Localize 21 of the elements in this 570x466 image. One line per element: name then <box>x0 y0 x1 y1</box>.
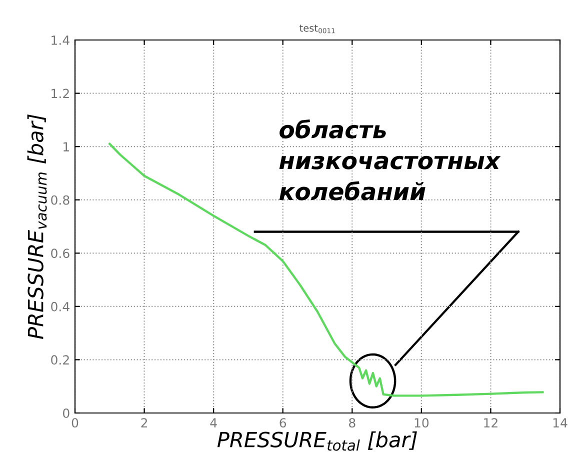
x-tick-label: 12 <box>484 418 498 428</box>
y-tick-label: 0.2 <box>51 355 69 365</box>
y-tick-label: 1.4 <box>52 36 70 45</box>
y-axis-title: PRESSURE$_{vacuum}$ [bar] <box>27 114 47 339</box>
y-tick-label: 0.4 <box>51 302 70 312</box>
x-axis-title: PRESSURE$_{total}$ [bar] <box>217 431 417 451</box>
x-tick-label: 0 <box>72 418 78 428</box>
y-tick-label: 1 <box>64 142 69 152</box>
y-tick-label: 0.8 <box>51 195 70 205</box>
x-tick-label: 14 <box>553 418 568 428</box>
chart-title: test$_{0011}$ <box>300 24 335 34</box>
y-tick-label: 1.2 <box>52 88 69 98</box>
y-tick-label: 0.6 <box>51 248 70 258</box>
x-tick-label: 8 <box>349 418 356 428</box>
x-tick-label: 4 <box>210 418 217 428</box>
x-tick-label: 10 <box>414 418 429 428</box>
line-series <box>108 142 544 397</box>
y-tick-label: 0 <box>63 408 70 418</box>
annotation: область низкочастотных колебаний <box>279 119 501 200</box>
x-tick-label: 6 <box>280 418 286 428</box>
x-tick-label: 2 <box>141 418 148 428</box>
